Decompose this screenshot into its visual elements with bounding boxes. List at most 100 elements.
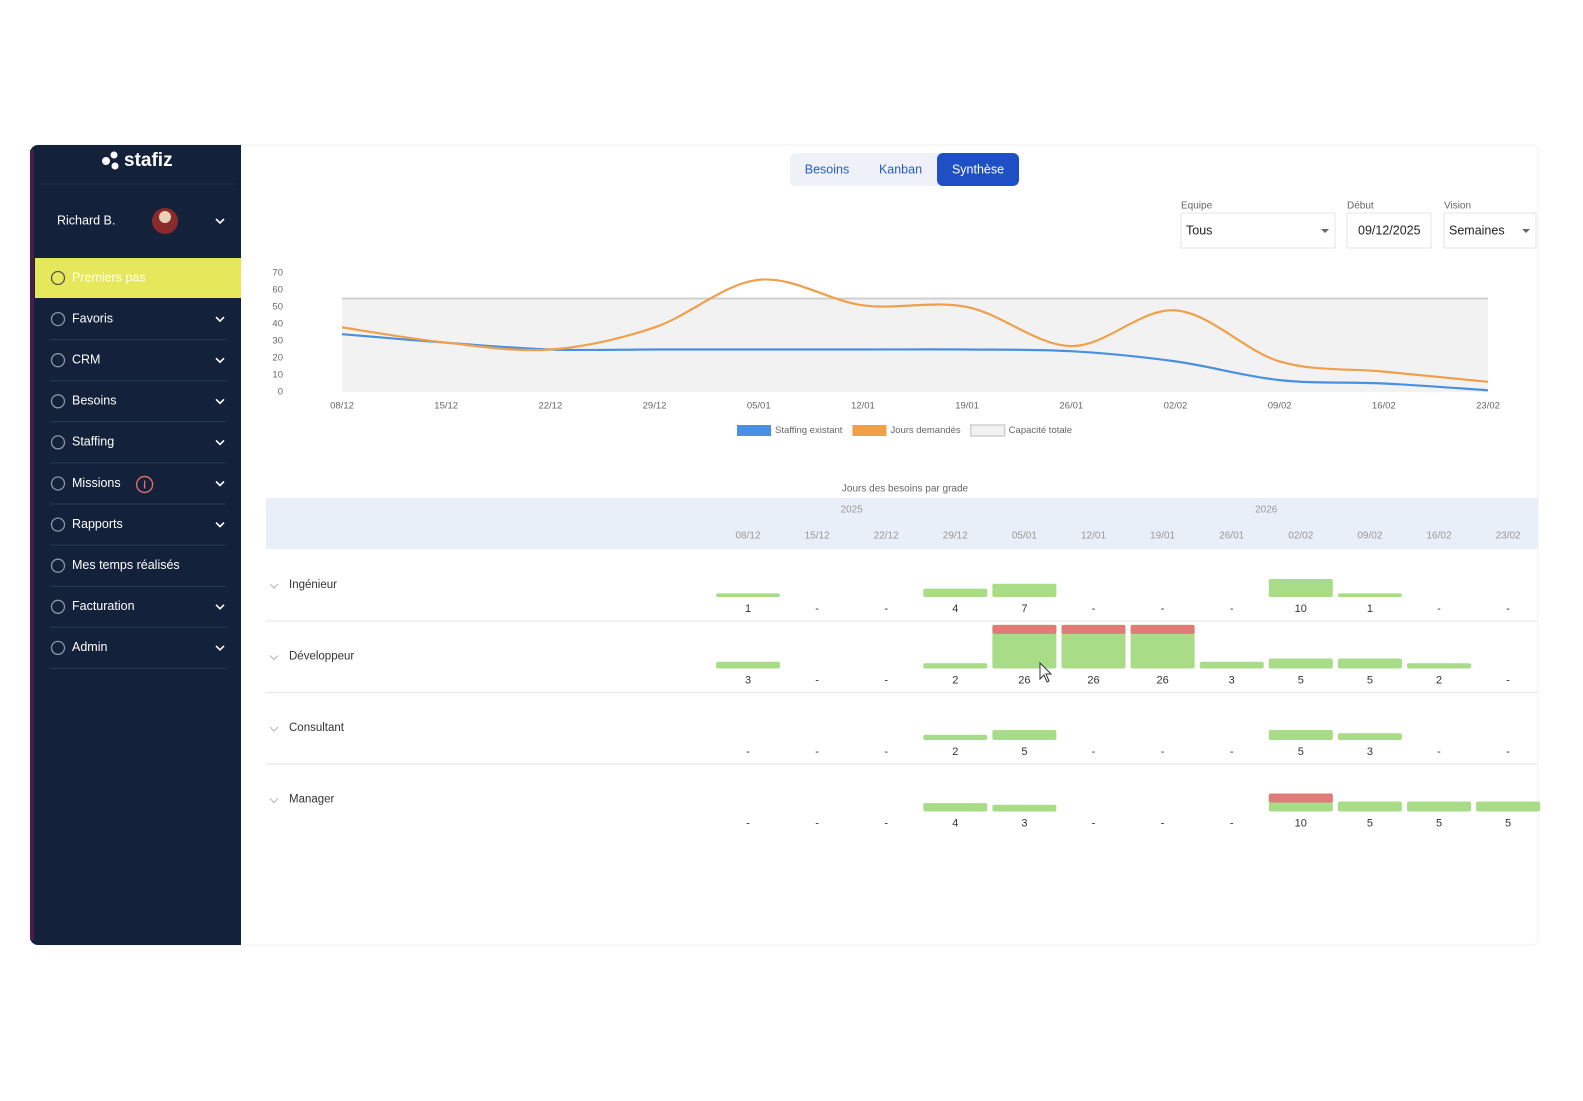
cell-value: - (1092, 603, 1096, 615)
filter-value[interactable]: Tous (1186, 223, 1212, 237)
chevron[interactable] (215, 439, 225, 446)
dropdown-caret[interactable] (1522, 229, 1530, 233)
cell-value: - (1437, 603, 1441, 615)
menu-item[interactable]: Missions (72, 476, 121, 490)
week-label: 08/12 (735, 531, 760, 542)
week-label: 23/02 (1496, 531, 1521, 542)
menu-item[interactable]: Favoris (72, 311, 113, 325)
chevron[interactable] (215, 357, 225, 364)
cell-value: - (1092, 746, 1096, 758)
avatar-face (159, 211, 171, 223)
filter-value[interactable]: 09/12/2025 (1358, 223, 1421, 237)
filter-box[interactable] (1346, 212, 1432, 249)
cell-value: - (1506, 746, 1510, 758)
grade-label[interactable]: Développeur (289, 651, 354, 663)
line-chart: 0 10 20 30 40 50 60 70 08/12 15/12 22/12 29/12 05/01… (272, 268, 1500, 437)
row-toggle[interactable] (269, 583, 279, 589)
menu-item[interactable]: Premiers pas (72, 270, 146, 284)
need-bar (1476, 801, 1541, 812)
need-bar (923, 588, 988, 597)
chevron[interactable] (215, 316, 225, 323)
menu-item[interactable]: Besoins (72, 394, 116, 408)
row-toggle[interactable] (269, 726, 279, 732)
need-bar (1337, 593, 1402, 597)
tab[interactable]: Synthèse (952, 162, 1004, 176)
sidebar-edge (230, 145, 241, 945)
logo-dot (110, 151, 118, 159)
user-name[interactable]: Richard B. (57, 213, 115, 227)
need-bar (1268, 579, 1333, 597)
legend-swatch (852, 425, 887, 436)
sidebar-stripe (30, 150, 34, 940)
dropdown-caret[interactable] (1321, 229, 1329, 233)
row-toggle[interactable] (269, 798, 279, 804)
need-bar (1337, 733, 1402, 740)
cell-value: 26 (1018, 674, 1030, 686)
menu-item[interactable]: Admin (72, 640, 107, 654)
menu-item[interactable]: CRM (72, 352, 100, 366)
x-tick-label: 22/12 (538, 401, 562, 412)
grade-label[interactable]: Consultant (289, 722, 345, 734)
chevron[interactable] (215, 645, 225, 652)
chevron[interactable] (215, 522, 225, 528)
chevron[interactable] (215, 480, 225, 487)
chevron[interactable] (215, 398, 225, 405)
chevron[interactable] (215, 604, 225, 610)
menu-item[interactable]: Mes temps réalisés (72, 558, 180, 572)
menu: Premiers pas Favoris CRM Besoins Staffing Mis… (35, 258, 241, 669)
logo: stafiz (102, 150, 173, 171)
cell-value: 3 (1229, 674, 1235, 686)
cell-value: - (1230, 746, 1234, 758)
filter-value[interactable]: Semaines (1449, 223, 1505, 237)
cell-value: 5 (1367, 817, 1373, 829)
need-bar (992, 730, 1057, 740)
menu-item[interactable]: Facturation (72, 599, 135, 613)
tab[interactable]: Besoins (805, 162, 849, 176)
y-tick-label: 30 (272, 336, 283, 347)
grade-label[interactable]: Manager (289, 794, 335, 806)
week-label: 29/12 (943, 531, 968, 542)
y-tick-label: 70 (272, 268, 283, 279)
x-tick-label: 23/02 (1476, 401, 1500, 412)
menu-item[interactable]: Rapports (72, 517, 123, 531)
grade-label[interactable]: Ingénieur (289, 579, 337, 591)
cell-value: - (815, 817, 819, 829)
need-bar (1268, 658, 1333, 669)
menu-icon (50, 640, 66, 656)
need-bar-alert (992, 624, 1057, 634)
cell-value: 1 (1367, 603, 1373, 615)
cell-value: 7 (1021, 603, 1027, 615)
need-bar (1407, 663, 1471, 669)
tab[interactable]: Kanban (879, 162, 922, 176)
tabs: Besoins Kanban Synthèse (805, 153, 1019, 186)
cell-value: 1 (745, 603, 751, 615)
cell-value: - (815, 603, 819, 615)
cell-value: 4 (952, 817, 958, 829)
cell-value: 5 (1021, 746, 1027, 758)
legend-swatch (969, 424, 1006, 437)
x-tick-label: 19/01 (955, 401, 979, 412)
x-tick-label: 29/12 (643, 401, 667, 412)
week-label: 15/12 (805, 531, 830, 542)
menu-icon (50, 270, 66, 286)
menu-icon (50, 353, 66, 368)
area (342, 298, 1488, 392)
x-tick-label: 09/02 (1268, 401, 1292, 412)
cell-value: - (746, 746, 750, 758)
filter-label: Début (1347, 201, 1374, 212)
logo-dot (102, 157, 110, 165)
row-toggle[interactable] (269, 655, 279, 661)
cell-value: - (1161, 603, 1165, 615)
menu-item[interactable]: Staffing (72, 435, 114, 449)
cell-value: - (746, 817, 750, 829)
filter-box[interactable] (1443, 212, 1537, 249)
filter-box[interactable] (1180, 212, 1336, 249)
x-tick-label: 16/02 (1372, 401, 1396, 412)
cell-value: - (884, 674, 888, 686)
menu-active-bg (35, 258, 241, 298)
chevron[interactable] (215, 218, 225, 225)
menu-icon (50, 394, 66, 409)
need-bar-alert (1268, 793, 1333, 803)
x-tick-label: 08/12 (330, 401, 354, 412)
menu-icon (50, 558, 66, 573)
